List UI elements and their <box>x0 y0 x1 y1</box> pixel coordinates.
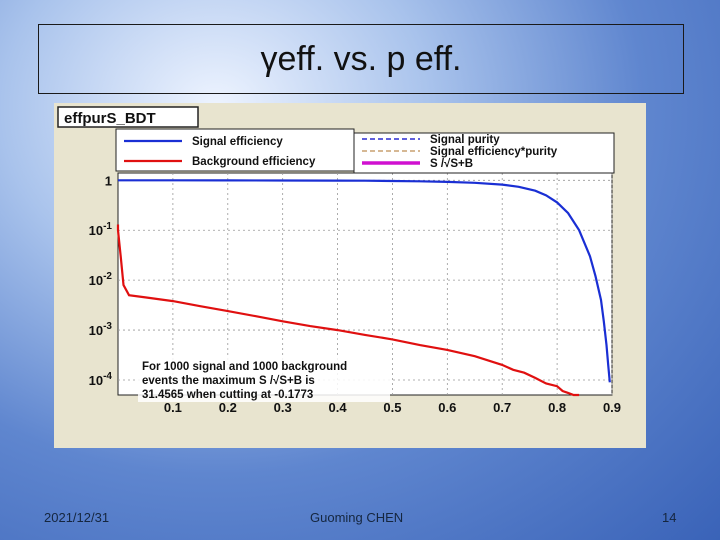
legend-label: Signal efficiency*purity <box>430 146 558 158</box>
plot-frame: effpurS_BDT 0.1 0.2 0.3 0.4 0.5 0.6 0.7 0.8 0.9 … <box>54 103 646 448</box>
series-line <box>116 224 580 397</box>
x-tick-label: 0.7 <box>493 400 511 415</box>
y-tick-label: 10-1 <box>89 221 113 238</box>
y-tick-label: 10-3 <box>89 321 113 338</box>
legend-label: Signal purity <box>430 134 500 146</box>
x-tick-label: 0.8 <box>548 400 566 415</box>
slide-title: γeff. vs. p eff. <box>260 39 462 78</box>
x-tick-label: 0.9 <box>603 400 621 415</box>
legend-label: S /√S+B <box>430 157 473 170</box>
x-tick-labels: 0.1 0.2 0.3 0.4 0.5 0.6 0.7 0.8 0.9 <box>164 400 621 415</box>
annotation-line: events the maximum S /√S+B is <box>142 374 315 387</box>
series-line <box>118 179 611 383</box>
y-tick-labels: 1 10-1 10-2 10-3 10-4 <box>89 173 113 388</box>
chart-title-box <box>57 106 199 128</box>
legend-left: Signal efficiency Background efficiency <box>124 136 316 168</box>
x-tick-label: 0.1 <box>164 400 182 415</box>
x-tick-label: 0.5 <box>383 400 401 415</box>
chart-title: effpurS_BDT <box>64 110 156 127</box>
y-tick-label: 10-4 <box>89 371 113 388</box>
footer-author: Guoming CHEN <box>310 510 404 525</box>
x-tick-label: 0.4 <box>329 400 348 415</box>
legend-left-box <box>115 128 355 172</box>
annotation-line: 31.4565 when cutting at -0.1773 <box>142 389 313 401</box>
x-tick-label: 0.6 <box>438 400 456 415</box>
chart-svg: effpurS_BDT 0.1 0.2 0.3 0.4 0.5 0.6 0.7 0.8 0.9 … <box>57 106 621 415</box>
x-tick-label: 0.3 <box>274 400 292 415</box>
slide-title-box: γeff. vs. p eff. <box>38 24 684 94</box>
footer-page-number: 14 <box>662 510 677 525</box>
annotation-background <box>138 358 390 402</box>
y-tick-label: 10-2 <box>89 271 113 288</box>
legend-label: Background efficiency <box>192 156 316 168</box>
y-tick-label: 1 <box>105 173 112 188</box>
curves <box>116 179 611 397</box>
annotation-text: For 1000 signal and 1000 backgroundevent… <box>138 358 390 402</box>
legend-label: Signal efficiency <box>192 136 283 148</box>
x-tick-label: 0.2 <box>219 400 237 415</box>
footer-date: 2021/12/31 <box>44 510 110 525</box>
annotation-line: For 1000 signal and 1000 background <box>142 361 347 373</box>
